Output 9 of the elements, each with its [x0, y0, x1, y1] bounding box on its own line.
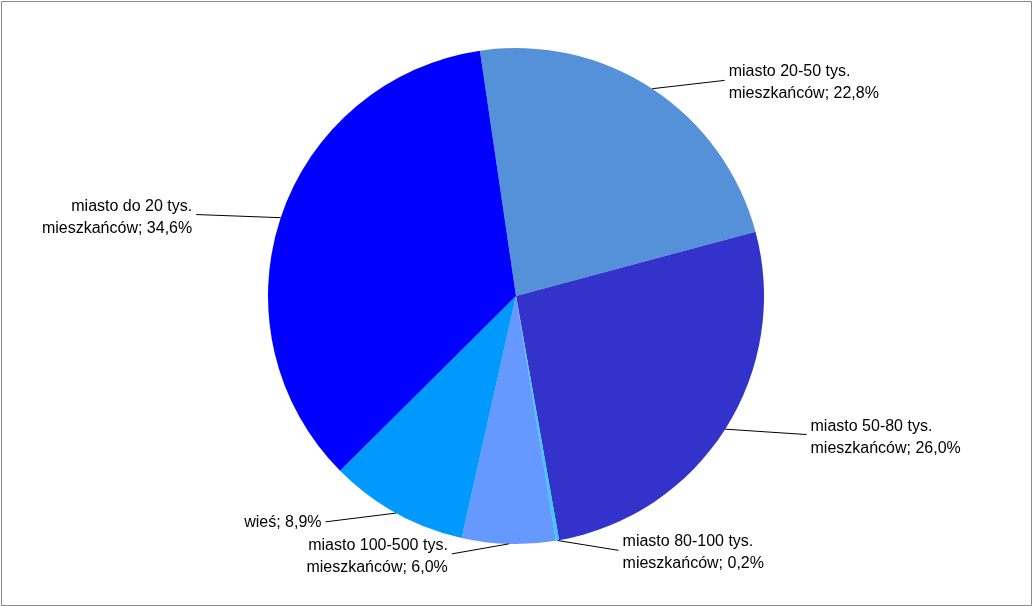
- slice-label: wieś; 8,9%: [243, 512, 322, 530]
- slice-label: miasto 50-80 tys. mieszkańców; 26,0%: [810, 416, 961, 456]
- slice-label: miasto do 20 tys. mieszkańców; 34,6%: [41, 196, 193, 236]
- slice-label: miasto 80-100 tys. mieszkańców; 0,2%: [622, 532, 764, 572]
- slice-label: miasto 100-500 tys. mieszkańców; 6,0%: [306, 535, 448, 575]
- pie-slice: [461, 296, 556, 544]
- pie-slice: [268, 50, 516, 471]
- pie-slice: [340, 296, 516, 538]
- slice-label: miasto 20-50 tys. mieszkańców; 22,8%: [728, 62, 879, 102]
